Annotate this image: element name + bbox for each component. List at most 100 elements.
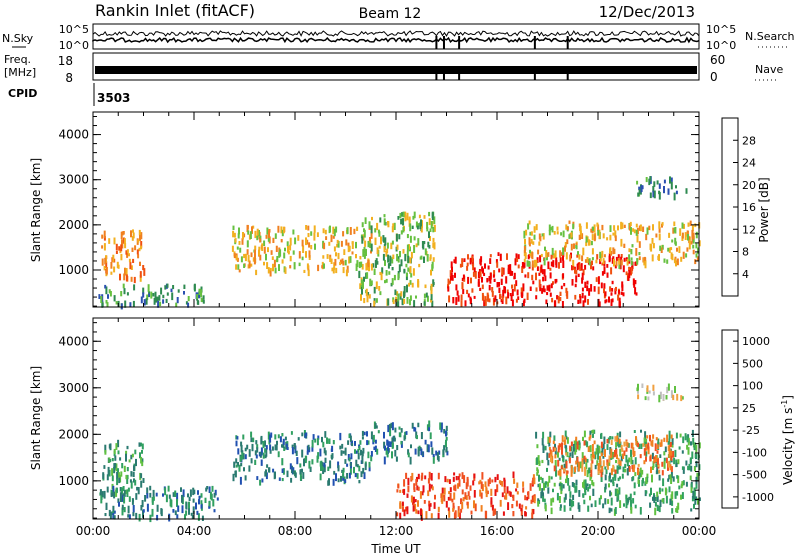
cell-evening-green bbox=[662, 478, 665, 487]
cell-near-range-early-low bbox=[156, 296, 159, 302]
cell-early bbox=[126, 478, 129, 484]
cell-noon-arc bbox=[410, 251, 413, 259]
cell-near-range-early-low bbox=[196, 300, 199, 305]
cell-evening-green bbox=[615, 442, 618, 447]
cell-morning-band bbox=[309, 466, 312, 472]
cell-evening-green bbox=[677, 475, 680, 484]
cell-afternoon-strong bbox=[524, 274, 527, 278]
cell-morning-band bbox=[267, 267, 270, 274]
cell-evening-orange bbox=[557, 459, 560, 467]
cell-evening-band bbox=[554, 250, 557, 258]
cell-evening-band bbox=[638, 241, 641, 248]
cell-morning-band bbox=[269, 449, 272, 454]
cell-evening-green bbox=[565, 478, 567, 484]
cell-afternoon-negative bbox=[513, 478, 516, 484]
cell-noon-arc bbox=[430, 269, 432, 276]
cell-morning-band bbox=[361, 430, 364, 437]
cell-evening-orange bbox=[610, 439, 613, 445]
cell-near-range-early-low bbox=[140, 296, 143, 304]
cell-early bbox=[111, 458, 114, 462]
cell-evening-orange bbox=[548, 437, 551, 443]
cell-noon bbox=[437, 456, 440, 462]
cell-noon-arc bbox=[432, 279, 435, 287]
cell-afternoon-negative bbox=[440, 493, 443, 499]
cell-noon-arc bbox=[432, 237, 435, 243]
cell-noon-arc bbox=[391, 257, 394, 264]
cell-morning-band bbox=[238, 464, 241, 470]
cell-evening-green bbox=[610, 497, 613, 506]
cell-afternoon-negative bbox=[421, 491, 424, 496]
cell-afternoon-strong bbox=[517, 254, 520, 260]
cell-evening-green bbox=[578, 440, 581, 448]
cell-evening-green bbox=[645, 438, 648, 443]
cell-afternoon-negative bbox=[533, 496, 536, 504]
cell-evening-green bbox=[651, 474, 653, 483]
cell-evening-band bbox=[672, 227, 675, 234]
cell-noon-arc bbox=[378, 286, 381, 291]
cell-early bbox=[130, 471, 133, 477]
cell-near-range-early-low bbox=[101, 302, 104, 308]
cell-afternoon-negative bbox=[468, 495, 471, 500]
cell-morning-band bbox=[316, 438, 319, 446]
cell-afternoon-strong bbox=[451, 266, 453, 273]
cell-evening-band bbox=[692, 244, 695, 249]
cell-noon-arc bbox=[384, 280, 386, 284]
cell-morning-band bbox=[260, 447, 263, 454]
cell-early-low bbox=[146, 493, 149, 499]
cell-afternoon-strong bbox=[541, 288, 544, 294]
cell-noon-arc bbox=[404, 211, 407, 216]
y-tick-label: 1000 bbox=[58, 263, 89, 277]
cell-noon bbox=[386, 450, 389, 455]
cell-early-low bbox=[146, 487, 149, 494]
cell-evening-orange bbox=[659, 442, 662, 447]
cell-evening-green bbox=[698, 442, 701, 449]
cell-evening-green bbox=[592, 433, 594, 438]
cell-morning-band bbox=[232, 225, 235, 230]
cell-evening-orange bbox=[615, 448, 618, 456]
cell-evening-green bbox=[645, 490, 648, 494]
colorbar-tick-label: 24 bbox=[742, 157, 756, 170]
cell-evening-green bbox=[600, 495, 602, 500]
cell-noon-arc bbox=[415, 221, 418, 228]
cell-afternoon-strong bbox=[462, 289, 465, 295]
cell-noon bbox=[388, 423, 391, 431]
cell-evening-green bbox=[695, 481, 698, 489]
cell-morning-band bbox=[302, 245, 305, 253]
cell-afternoon-strong bbox=[511, 299, 514, 307]
cell-afternoon-strong bbox=[575, 270, 578, 275]
cell-evening-green bbox=[541, 488, 544, 495]
cell-evening-green bbox=[572, 500, 575, 507]
cell-morning-band bbox=[291, 447, 294, 455]
cell-near-range-early-low bbox=[171, 292, 174, 301]
cell-noon-arc bbox=[383, 214, 386, 218]
cell-evening-green bbox=[542, 492, 544, 497]
cell-evening-band bbox=[525, 229, 528, 236]
cell-far-range-grey bbox=[636, 387, 639, 392]
cell-evening-orange bbox=[631, 442, 634, 449]
cell-evening-orange bbox=[661, 461, 664, 467]
cell-evening-green bbox=[536, 457, 538, 465]
cell-morning-band bbox=[348, 472, 351, 479]
cell-noon-arc bbox=[409, 295, 412, 301]
cell-early bbox=[129, 479, 132, 483]
cell-evening-band bbox=[646, 227, 649, 235]
cell-evening-green bbox=[610, 479, 613, 483]
cell-afternoon-negative bbox=[452, 476, 455, 482]
cell-morning-band bbox=[305, 251, 307, 258]
cell-afternoon-strong bbox=[597, 298, 600, 307]
cell-afternoon-negative bbox=[425, 511, 428, 519]
nsky-trace bbox=[92, 30, 700, 49]
cell-noon-arc bbox=[420, 224, 423, 233]
cell-near-range-early-low bbox=[150, 291, 153, 299]
cell-noon-arc bbox=[398, 264, 401, 273]
cell-afternoon-strong bbox=[531, 264, 534, 271]
cell-morning-band bbox=[311, 446, 314, 452]
cell-afternoon-strong bbox=[467, 293, 470, 298]
cell-afternoon-strong bbox=[501, 297, 504, 304]
cell-morning-band bbox=[243, 467, 245, 472]
cell-evening-green bbox=[602, 503, 605, 509]
cell-evening-green bbox=[592, 488, 595, 496]
cell-afternoon-strong bbox=[513, 284, 516, 292]
cell-morning-band bbox=[335, 473, 337, 482]
